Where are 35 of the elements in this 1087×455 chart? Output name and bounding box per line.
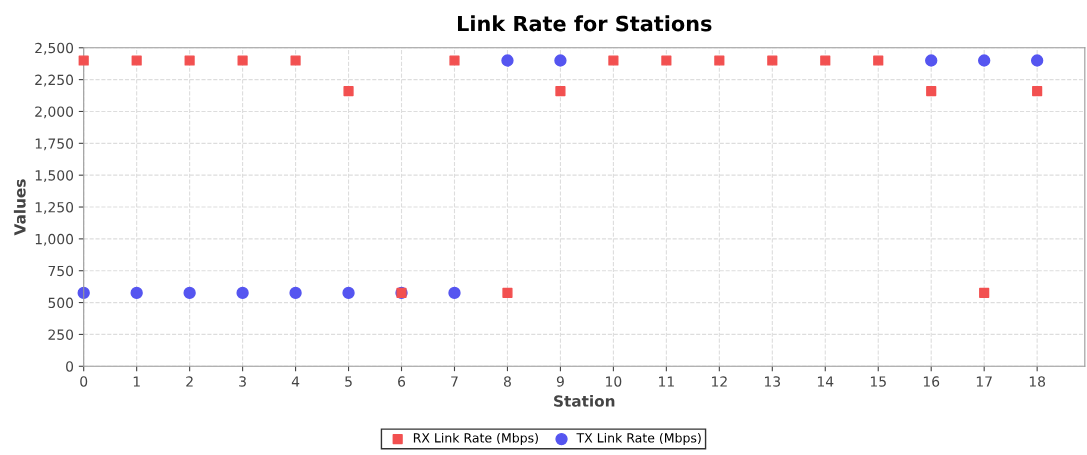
y-tick-label: 250 (48, 329, 74, 340)
x-tick-label: 12 (712, 376, 727, 387)
y-tick-label: 2,000 (35, 106, 74, 119)
y-tick-label: 500 (48, 297, 74, 309)
x-axis-title: Station (554, 394, 615, 407)
x-tick-label: 7 (451, 376, 458, 387)
y-tick-label: 2,250 (35, 74, 74, 87)
y-tick-label: 750 (48, 265, 74, 277)
y-tick-label: 1,500 (35, 170, 74, 183)
x-tick-label: 8 (503, 376, 511, 387)
x-tick-label: 10 (606, 376, 622, 387)
y-tick-label: 2,500 (35, 42, 74, 55)
x-tick-label: 6 (398, 376, 406, 387)
x-tick-label: 16 (923, 376, 940, 387)
y-tick-label: 1,250 (35, 201, 74, 214)
y-tick-label: 1,750 (35, 138, 74, 151)
x-tick-label: 9 (556, 376, 564, 387)
x-tick-label: 11 (659, 376, 674, 387)
x-tick-label: 5 (345, 376, 352, 387)
x-tick-label: 4 (291, 376, 300, 387)
x-tick-label: 17 (976, 376, 992, 387)
x-tick-label: 2 (186, 376, 193, 387)
y-axis-title: Values (13, 179, 26, 236)
x-tick-label: 18 (1029, 376, 1046, 387)
x-tick-label: 13 (764, 376, 781, 387)
legend-label: RX Link Rate (Mbps) (413, 432, 538, 445)
x-tick-label: 0 (80, 376, 88, 387)
x-tick-label: 14 (817, 376, 834, 387)
chart-title: Link Rate for Stations (458, 15, 712, 32)
x-tick-label: 15 (870, 376, 886, 387)
y-tick-label: 0 (66, 361, 74, 372)
x-tick-label: 3 (239, 376, 246, 387)
x-tick-label: 1 (133, 376, 140, 387)
legend-label: TX Link Rate (Mbps) (576, 432, 701, 445)
y-tick-label: 1,000 (35, 233, 74, 246)
